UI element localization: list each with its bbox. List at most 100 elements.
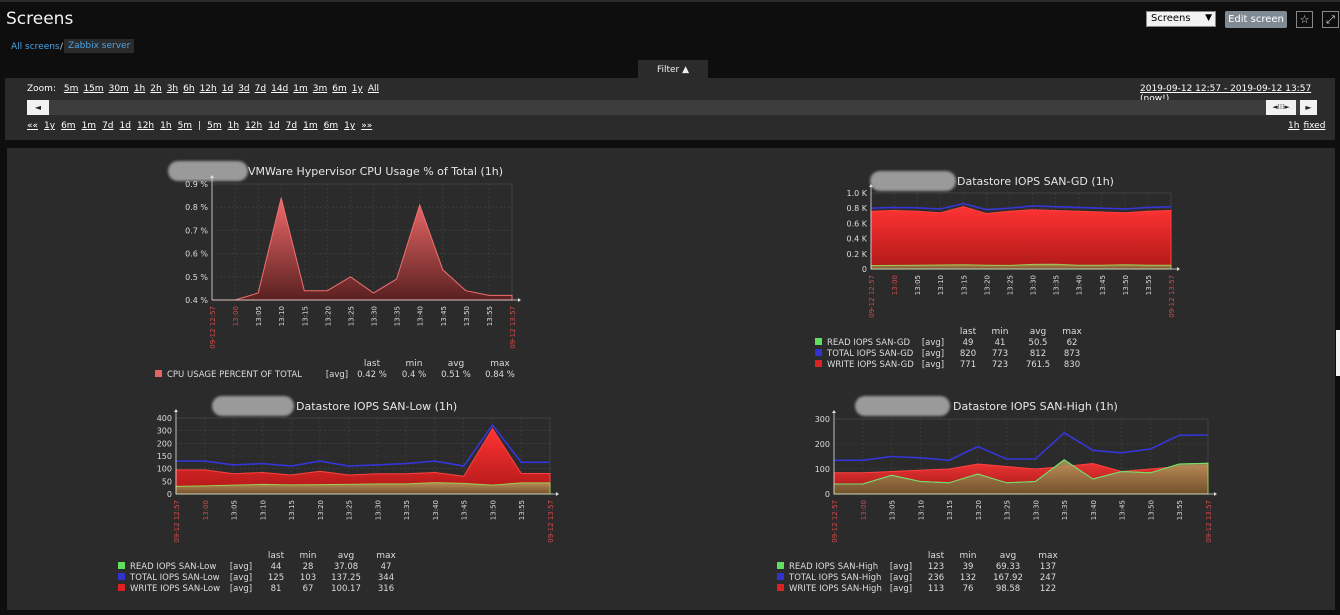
period-option-fixed[interactable]: fixed: [1303, 121, 1326, 131]
nav-separator: |: [198, 121, 202, 131]
x-tick-label: 13:25: [1004, 500, 1012, 520]
y-tick-label: 0.4 K: [846, 235, 867, 244]
x-end-label: 09-12 13:57: [509, 306, 517, 349]
zoom-option-1y[interactable]: 1y: [351, 84, 363, 94]
nav-forward-2[interactable]: 12h: [245, 121, 263, 131]
series-total-iops: [176, 423, 550, 467]
legend-header-avg: avg: [1000, 551, 1017, 561]
nav-forward-6[interactable]: 6m: [323, 121, 339, 131]
nav-back-7[interactable]: 1h: [160, 121, 172, 131]
x-tick-label: 13:10: [259, 500, 267, 520]
zoom-option-all[interactable]: All: [367, 84, 379, 94]
zoom-option-5m[interactable]: 5m: [63, 84, 79, 94]
zoom-option-14d[interactable]: 14d: [271, 84, 289, 94]
legend-swatch: [777, 584, 784, 591]
scroll-left-button[interactable]: ◄: [27, 100, 49, 115]
x-tick-label: 13:45: [461, 500, 469, 520]
x-tick-label: 13:15: [288, 500, 296, 520]
y-tick-label: 0.5 %: [185, 273, 208, 282]
legend-value-avg: 37.08: [334, 562, 358, 572]
nav-forward-7[interactable]: 1y: [344, 121, 356, 131]
nav-forward-0[interactable]: 5m: [207, 121, 222, 131]
zoom-option-1d[interactable]: 1d: [221, 84, 234, 94]
legend-value-avg: 167.92: [993, 573, 1023, 583]
nav-back-4[interactable]: 7d: [102, 121, 114, 131]
legend-header-max: max: [490, 359, 510, 369]
zoom-option-15m[interactable]: 15m: [83, 84, 104, 94]
legend-swatch: [118, 584, 125, 591]
legend-value-avg: 50.5: [1029, 338, 1048, 348]
y-tick-label: 1.0 K: [846, 189, 867, 198]
redacted-host: [855, 396, 950, 416]
y-tick-label: 100: [815, 465, 830, 474]
zoom-option-2h[interactable]: 2h: [150, 84, 162, 94]
screen-select[interactable]: Screens ▼: [1146, 11, 1216, 27]
x-tick-label: 13:45: [440, 306, 448, 326]
zoom-option-3m[interactable]: 3m: [312, 84, 328, 94]
x-start-label: 09-12 12:57: [868, 275, 876, 318]
x-tick-label: 13:55: [486, 306, 494, 326]
fullscreen-icon[interactable]: ⤢: [1322, 11, 1339, 28]
scroll-right-button[interactable]: ►: [1300, 100, 1317, 115]
zoom-option-7d[interactable]: 7d: [254, 84, 267, 94]
legend-func: [avg]: [230, 562, 252, 572]
x-tick-label: 13:05: [889, 500, 897, 520]
zoom-option-3d[interactable]: 3d: [238, 84, 250, 94]
x-tick-label: 13:25: [1006, 275, 1014, 295]
zoom-option-6h[interactable]: 6h: [183, 84, 195, 94]
graph-san-low: Datastore IOPS SAN-Low (1h) 400 300 200 150 1…: [118, 396, 559, 594]
scroll-handle[interactable]: ◄⁞⁞⁞►: [1266, 100, 1296, 115]
legend-header-last: last: [268, 551, 285, 561]
time-range[interactable]: 2019-09-12 12:57 - 2019-09-12 13:57 (now…: [1140, 84, 1312, 104]
nav-back-3[interactable]: 1m: [81, 121, 97, 131]
zoom-option-1h[interactable]: 1h: [133, 84, 146, 94]
x-tick-label: 13:35: [403, 500, 411, 520]
nav-back-5[interactable]: 1d: [119, 121, 131, 131]
y-tick-label: 0.9 %: [185, 180, 208, 189]
x-start-label: 09-12 12:57: [209, 306, 217, 349]
edit-screen-button[interactable]: Edit screen: [1225, 11, 1287, 28]
legend-header-min: min: [300, 551, 317, 561]
legend-value-min: 0.4 %: [402, 370, 426, 380]
legend-value-avg: 761.5: [1026, 360, 1050, 370]
zoom-label: Zoom: 5m 15m 30m 1h 2h 3h 6h 12h 1d 3d 7d 14d 1m 3m 6m…: [27, 84, 379, 94]
filter-tab[interactable]: Filter ▲: [638, 60, 708, 78]
legend-swatch: [815, 360, 822, 367]
y-tick-label: 0: [825, 490, 830, 499]
nav-back-0[interactable]: ««: [27, 121, 39, 131]
period-option-1h[interactable]: 1h: [1288, 121, 1300, 131]
breadcrumb-all-screens[interactable]: All screens: [11, 42, 60, 52]
side-handle[interactable]: [1336, 330, 1340, 376]
y-tick-label: 0: [862, 265, 867, 274]
nav-forward-1[interactable]: 1h: [227, 121, 240, 131]
y-tick-label: 0.6 K: [846, 219, 867, 228]
timeline-scrollbar[interactable]: [27, 100, 1317, 115]
zoom-option-30m[interactable]: 30m: [108, 84, 129, 94]
series-write-iops: [175, 427, 551, 495]
y-tick-label: 150: [157, 452, 172, 461]
nav-back-8[interactable]: 5m: [177, 121, 193, 131]
zoom-option-1m[interactable]: 1m: [293, 84, 308, 94]
legend-value-max: 316: [378, 584, 394, 594]
x-tick-label: 13:30: [1030, 275, 1038, 295]
nav-back-2[interactable]: 6m: [61, 121, 76, 131]
legend-header-max: max: [1062, 327, 1082, 337]
zoom-option-3h[interactable]: 3h: [166, 84, 179, 94]
legend-swatch: [118, 573, 125, 580]
zoom-option-6m[interactable]: 6m: [332, 84, 347, 94]
nav-forward-5[interactable]: 1m: [303, 121, 318, 131]
nav-back-1[interactable]: 1y: [44, 121, 56, 131]
zoom-option-12h[interactable]: 12h: [199, 84, 217, 94]
x-tick-label: 13:20: [324, 306, 332, 326]
nav-forward-4[interactable]: 7d: [285, 121, 298, 131]
star-icon[interactable]: ☆: [1296, 11, 1313, 28]
nav-forward-8[interactable]: »»: [361, 121, 373, 131]
breadcrumb-current[interactable]: Zabbix server: [64, 39, 135, 53]
legend-func: [avg]: [230, 573, 252, 583]
legend-series-name: TOTAL IOPS SAN-High: [788, 573, 881, 583]
nav-forward-3[interactable]: 1d: [268, 121, 280, 131]
x-tick-label: 13:10: [917, 500, 925, 520]
nav-back-6[interactable]: 12h: [136, 121, 155, 131]
legend-value-min: 103: [300, 573, 316, 583]
series-total-iops: [870, 202, 1172, 211]
